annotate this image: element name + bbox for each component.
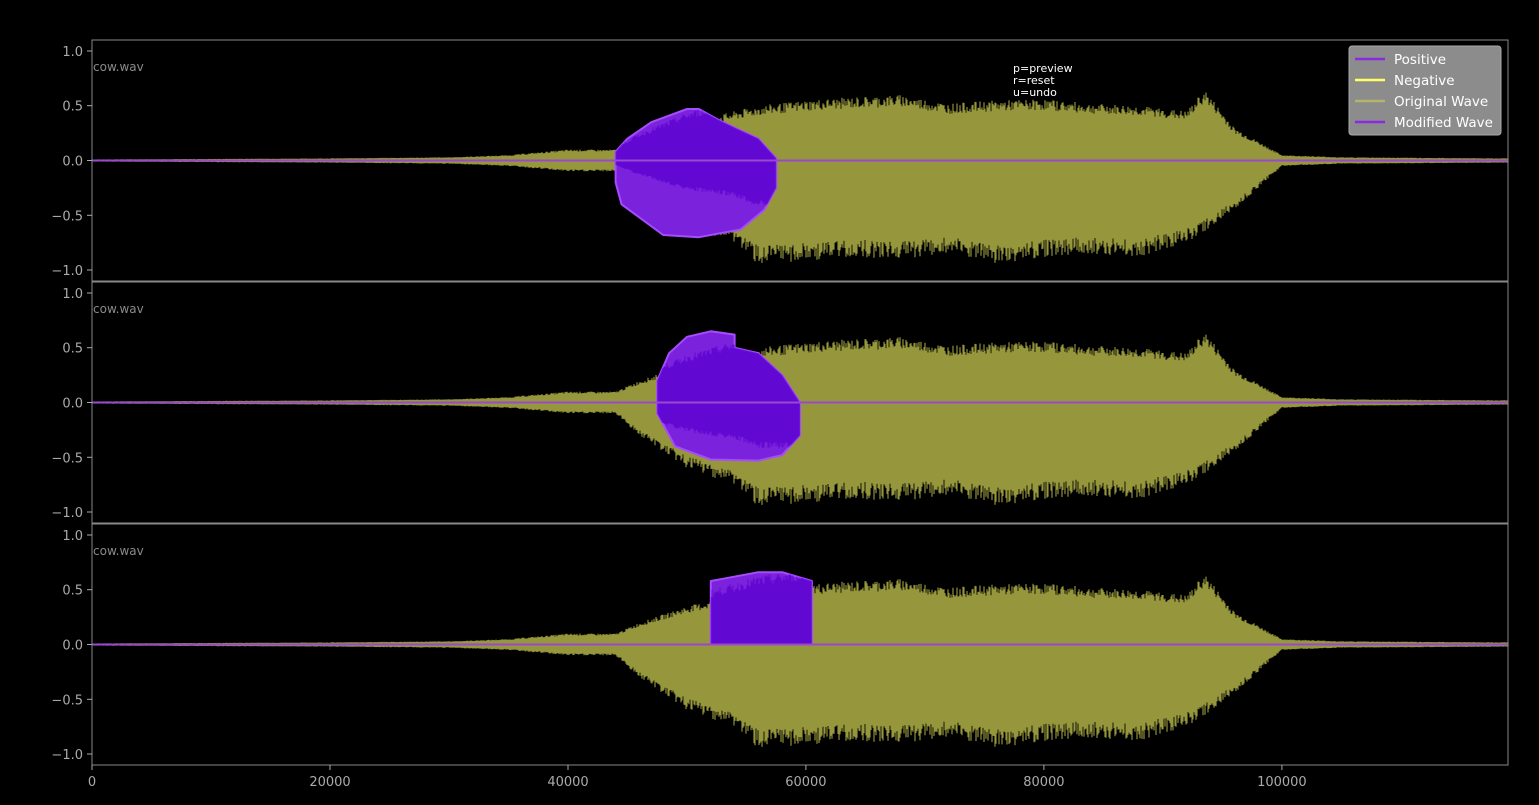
file-name-label: cow.wav xyxy=(93,60,144,74)
waveform-panel-2: cow.wav 1.0 0.5 0.0 −0.5 −1.0 xyxy=(51,281,1509,524)
x-tick-label: 100000 xyxy=(1257,775,1307,790)
waveform-panel-1: cow.wav 1.0 0.5 0.0 −0.5 −1.0 xyxy=(51,39,1509,282)
legend-modified-wave-label: Modified Wave xyxy=(1394,115,1493,131)
legend: Positive Negative Original Wave Modified… xyxy=(1348,45,1502,136)
y-tick-label: −0.5 xyxy=(51,693,83,708)
y-tick-label: 0.0 xyxy=(62,155,83,170)
help-preview-text: p=preview xyxy=(1013,62,1073,75)
y-tick-label: −0.5 xyxy=(51,451,83,466)
x-tick-label: 80000 xyxy=(1023,775,1064,790)
selection-wave-texture xyxy=(615,109,777,207)
selection-wave-texture xyxy=(710,572,812,645)
help-undo-text: u=undo xyxy=(1013,86,1057,99)
legend-positive-label: Positive xyxy=(1394,52,1446,68)
x-tick-label: 20000 xyxy=(309,775,350,790)
waveform-panels[interactable]: cow.wav 1.0 0.5 0.0 −0.5 −1.0 cow.wav 1.0 0.5 0.0… xyxy=(51,39,1509,790)
y-tick-label: −1.0 xyxy=(51,748,83,763)
y-tick-label: 0.5 xyxy=(62,342,83,357)
file-name-label: cow.wav xyxy=(93,544,144,558)
help-reset-text: r=reset xyxy=(1013,74,1055,87)
y-tick-label: 0.5 xyxy=(62,100,83,115)
legend-negative-label: Negative xyxy=(1394,73,1455,89)
x-tick-label: 60000 xyxy=(785,775,826,790)
y-tick-label: 1.0 xyxy=(62,529,83,544)
y-tick-label: 1.0 xyxy=(62,287,83,302)
y-tick-label: 0.0 xyxy=(62,397,83,412)
x-tick-label: 40000 xyxy=(547,775,588,790)
legend-original-wave-label: Original Wave xyxy=(1394,94,1488,110)
waveform-panel-3: cow.wav 1.0 0.5 0.0 −0.5 −1.0 0 20000 40000 60000… xyxy=(51,523,1509,790)
file-name-label: cow.wav xyxy=(93,302,144,316)
y-tick-label: 0.0 xyxy=(62,639,83,654)
y-tick-label: 0.5 xyxy=(62,584,83,599)
legend-box xyxy=(1348,45,1502,136)
y-tick-label: −1.0 xyxy=(51,264,83,279)
y-tick-label: −0.5 xyxy=(51,209,83,224)
x-tick-label: 0 xyxy=(88,775,96,790)
y-tick-label: 1.0 xyxy=(62,45,83,60)
y-tick-label: −1.0 xyxy=(51,506,83,521)
